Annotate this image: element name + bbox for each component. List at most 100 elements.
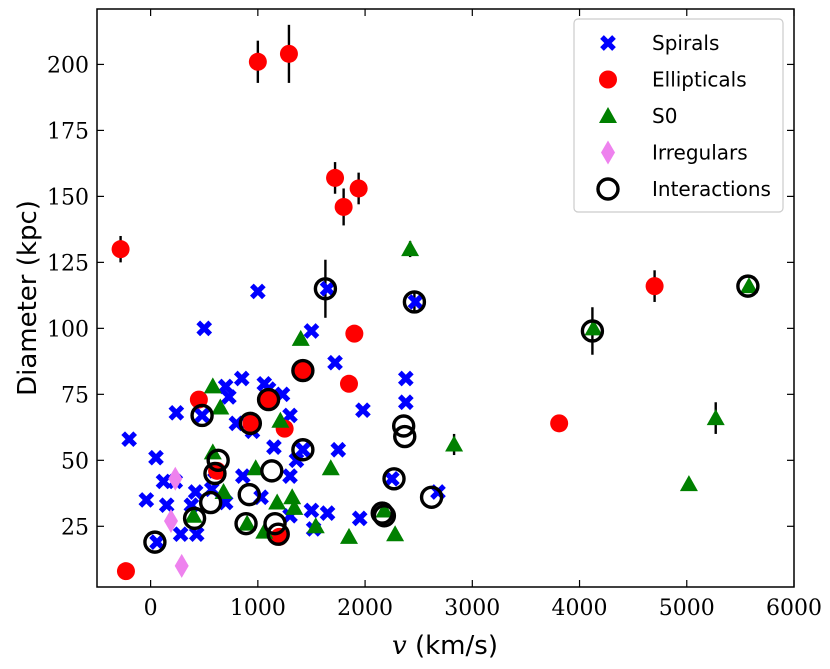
- point-interactions: [580, 319, 605, 343]
- y-tick-label: 150: [47, 185, 89, 210]
- point-s0: [739, 277, 758, 294]
- legend-label-ellipticals: Ellipticals: [652, 68, 747, 92]
- legend-item-spirals: Spirals: [600, 31, 719, 55]
- point-spirals: [288, 452, 305, 469]
- point-interactions: [736, 274, 760, 298]
- point-spirals: [397, 394, 414, 411]
- legend-item-s0: S0: [599, 104, 677, 128]
- point-spirals: [266, 439, 282, 455]
- x-axis-label: v (km/s): [392, 631, 498, 661]
- legend-item-ellipticals: Ellipticals: [599, 68, 747, 92]
- point-s0: [679, 475, 698, 492]
- legend-marker-irregulars: [601, 140, 615, 165]
- x-tick-label: 5000: [659, 596, 715, 621]
- point-ellipticals: [645, 277, 664, 296]
- legend-label-interactions: Interactions: [652, 177, 771, 201]
- point-spirals: [397, 370, 414, 387]
- point-spirals: [121, 431, 138, 448]
- point-s0: [401, 240, 420, 257]
- point-interactions: [260, 459, 284, 483]
- point-ellipticals: [116, 562, 135, 581]
- point-s0: [445, 435, 464, 452]
- x-tick-label: 0: [144, 596, 158, 621]
- point-spirals: [303, 323, 320, 339]
- point-spirals: [407, 294, 424, 310]
- point-s0: [211, 398, 230, 415]
- point-spirals: [172, 526, 189, 543]
- legend-box: [573, 18, 784, 213]
- legend-label-s0: S0: [652, 104, 677, 128]
- y-tick-label: 50: [61, 449, 89, 474]
- x-tick-label: 6000: [766, 596, 822, 621]
- point-interactions: [402, 290, 427, 314]
- point-s0: [706, 409, 725, 426]
- point-spirals: [355, 402, 371, 419]
- point-interactions: [291, 358, 315, 383]
- point-ellipticals: [293, 361, 312, 380]
- point-s0: [283, 488, 302, 505]
- point-ellipticals: [279, 44, 298, 63]
- point-ellipticals: [550, 414, 569, 433]
- x-tick-label: 3000: [444, 596, 500, 621]
- point-s0: [291, 329, 310, 346]
- point-s0: [285, 498, 304, 515]
- point-spirals: [319, 280, 336, 297]
- point-ellipticals: [339, 374, 358, 393]
- point-interactions: [291, 438, 315, 462]
- point-interactions: [203, 461, 227, 486]
- y-tick-label: 75: [61, 383, 89, 408]
- point-interactions: [393, 424, 417, 449]
- point-interactions: [234, 511, 258, 536]
- point-interactions: [206, 448, 230, 473]
- point-s0: [339, 527, 358, 544]
- point-interactions: [263, 511, 287, 536]
- point-spirals: [282, 468, 298, 484]
- point-s0: [238, 514, 257, 531]
- point-interactions: [382, 467, 406, 491]
- point-spirals: [138, 492, 155, 508]
- legend-marker-ellipticals: [599, 70, 617, 89]
- point-spirals: [217, 378, 234, 395]
- point-interactions: [182, 506, 207, 531]
- point-irregulars: [174, 553, 189, 578]
- legend-marker-interactions: [596, 177, 620, 201]
- point-spirals: [330, 441, 347, 458]
- y-tick-label: 25: [61, 515, 89, 540]
- point-ellipticals: [259, 390, 278, 409]
- legend-marker-s0: [599, 107, 617, 123]
- point-s0: [271, 411, 290, 428]
- point-spirals: [282, 407, 298, 424]
- markers-layer: [111, 44, 760, 581]
- point-s0: [203, 377, 222, 394]
- x-axis-unit: (km/s): [407, 631, 498, 661]
- point-s0: [386, 525, 405, 542]
- point-spirals: [221, 389, 237, 405]
- point-s0: [184, 506, 203, 523]
- point-spirals: [327, 354, 343, 371]
- legend-item-interactions: Interactions: [596, 177, 771, 201]
- point-interactions: [372, 504, 397, 528]
- point-spirals: [295, 441, 311, 458]
- point-interactions: [237, 482, 261, 507]
- y-axis-label: Diameter (kpc): [13, 200, 43, 396]
- point-spirals: [234, 468, 251, 484]
- x-tick-label: 2000: [337, 596, 393, 621]
- point-s0: [306, 517, 325, 534]
- point-spirals: [384, 470, 400, 487]
- point-spirals: [168, 404, 185, 421]
- series-irregulars: [163, 466, 189, 578]
- x-axis-variable: v: [392, 631, 407, 661]
- point-ellipticals: [248, 52, 267, 71]
- point-spirals: [303, 502, 320, 519]
- point-ellipticals: [242, 414, 261, 433]
- point-interactions: [370, 501, 394, 525]
- series-interactions: [143, 274, 760, 554]
- point-s0: [268, 493, 287, 510]
- point-s0: [375, 501, 394, 518]
- point-ellipticals: [349, 179, 368, 198]
- point-interactions: [419, 485, 444, 509]
- point-ellipticals: [111, 240, 130, 259]
- point-spirals: [194, 407, 210, 424]
- point-spirals: [158, 497, 175, 514]
